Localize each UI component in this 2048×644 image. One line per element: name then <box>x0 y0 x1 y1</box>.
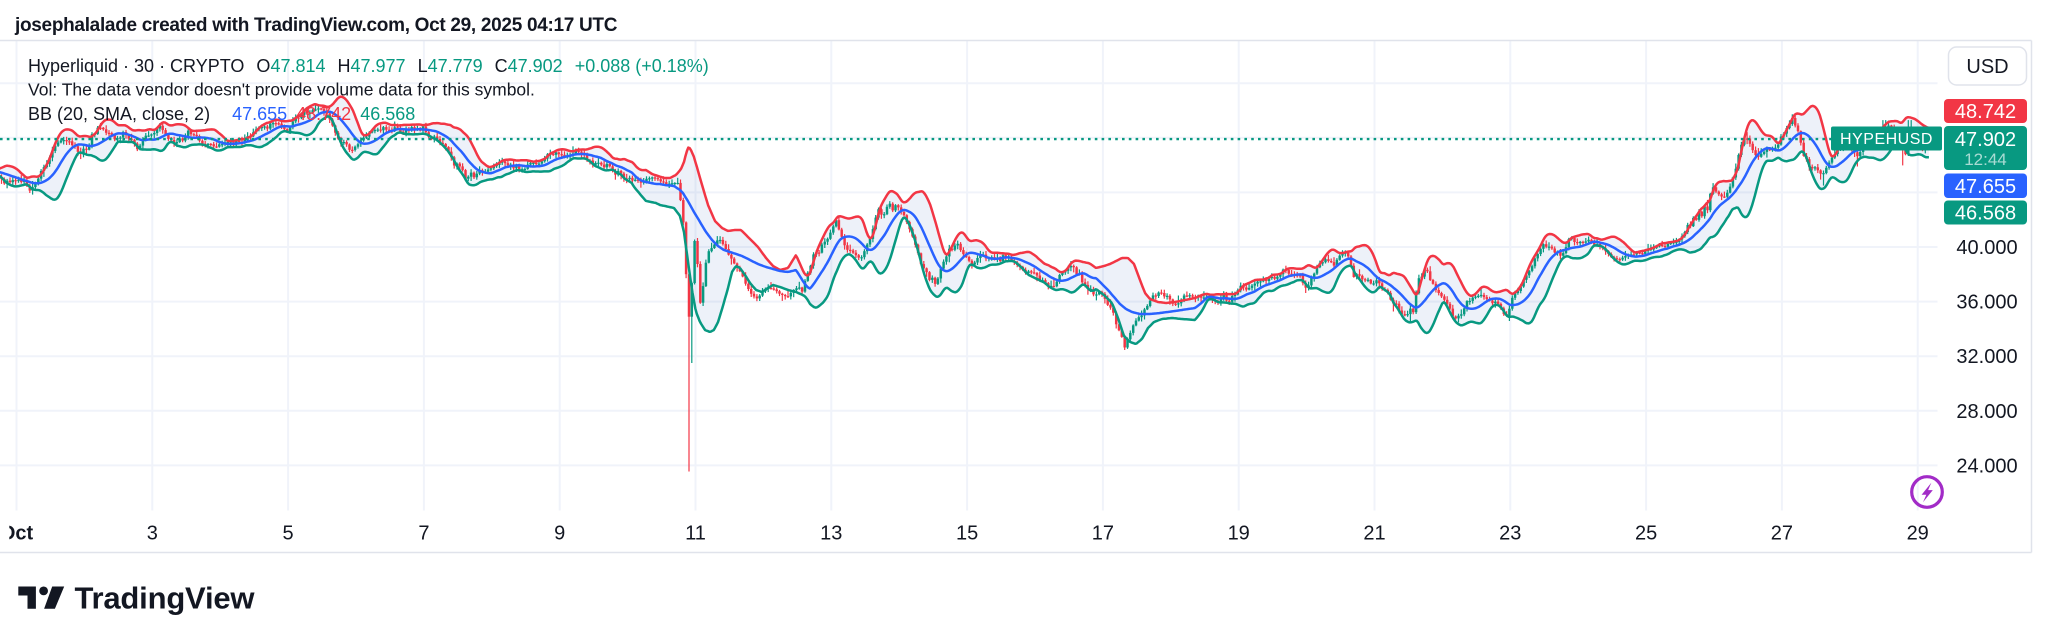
svg-text:Oct: Oct <box>0 523 34 545</box>
svg-text:9: 9 <box>554 523 565 545</box>
svg-text:19: 19 <box>1228 523 1250 545</box>
svg-text:32.000: 32.000 <box>1956 346 2017 368</box>
svg-text:23: 23 <box>1499 523 1521 545</box>
svg-text:HYPEHUSD: HYPEHUSD <box>1840 131 1933 148</box>
svg-text:17: 17 <box>1092 523 1114 545</box>
svg-text:29: 29 <box>1907 523 1929 545</box>
svg-text:Vol: The data vendor doesn't p: Vol: The data vendor doesn't provide vol… <box>28 80 535 100</box>
svg-text:24.000: 24.000 <box>1956 455 2017 477</box>
svg-text:47.655: 47.655 <box>1955 176 2016 198</box>
svg-text:40.000: 40.000 <box>1956 237 2017 259</box>
svg-text:12:44: 12:44 <box>1964 150 2007 169</box>
svg-text:josephalalade created with Tra: josephalalade created with TradingView.c… <box>14 15 618 36</box>
svg-text:3: 3 <box>147 523 158 545</box>
svg-text:13: 13 <box>820 523 842 545</box>
svg-text:47.902: 47.902 <box>1955 129 2016 151</box>
svg-text:28.000: 28.000 <box>1956 401 2017 423</box>
svg-text:15: 15 <box>956 523 978 545</box>
svg-text:48.742: 48.742 <box>1955 101 2016 123</box>
svg-text:25: 25 <box>1635 523 1657 545</box>
svg-text:5: 5 <box>283 523 294 545</box>
svg-text:TradingView: TradingView <box>75 581 256 616</box>
svg-text:7: 7 <box>418 523 429 545</box>
svg-text:36.000: 36.000 <box>1956 292 2017 314</box>
svg-text:21: 21 <box>1363 523 1385 545</box>
svg-text:27: 27 <box>1771 523 1793 545</box>
svg-text:46.568: 46.568 <box>1955 203 2016 225</box>
svg-text:11: 11 <box>685 523 706 545</box>
svg-text:USD: USD <box>1966 56 2008 78</box>
